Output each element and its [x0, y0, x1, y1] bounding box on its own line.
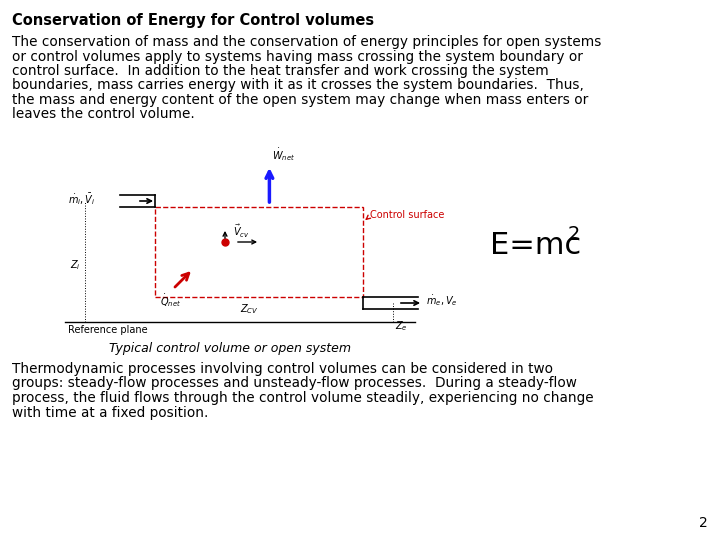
Text: $\dot{W}_{net}$: $\dot{W}_{net}$	[272, 146, 295, 163]
Text: boundaries, mass carries energy with it as it crosses the system boundaries.  Th: boundaries, mass carries energy with it …	[12, 78, 584, 92]
Text: $\dot{m}_e, V_e$: $\dot{m}_e, V_e$	[426, 294, 458, 308]
Text: groups: steady-flow processes and unsteady-flow processes.  During a steady-flow: groups: steady-flow processes and unstea…	[12, 376, 577, 390]
Text: $Z_e$: $Z_e$	[395, 319, 408, 333]
Text: Typical control volume or open system: Typical control volume or open system	[109, 342, 351, 355]
Text: leaves the control volume.: leaves the control volume.	[12, 107, 194, 122]
Text: Control surface: Control surface	[370, 210, 444, 220]
Text: $\dot{Q}_{net}$: $\dot{Q}_{net}$	[160, 292, 181, 309]
Text: control surface.  In addition to the heat transfer and work crossing the system: control surface. In addition to the heat…	[12, 64, 549, 78]
Text: or control volumes apply to systems having mass crossing the system boundary or: or control volumes apply to systems havi…	[12, 50, 583, 64]
Text: $Z_{CV}$: $Z_{CV}$	[240, 302, 258, 316]
Text: process, the fluid flows through the control volume steadily, experiencing no ch: process, the fluid flows through the con…	[12, 391, 593, 405]
Text: 2: 2	[568, 226, 580, 245]
Text: $Z_i$: $Z_i$	[70, 258, 81, 272]
Text: E=mc: E=mc	[490, 231, 581, 260]
Text: with time at a fixed position.: with time at a fixed position.	[12, 406, 208, 420]
Text: Thermodynamic processes involving control volumes can be considered in two: Thermodynamic processes involving contro…	[12, 362, 553, 376]
Bar	[155, 207, 363, 297]
Text: $\dot{m}_i, \bar{V}_i$: $\dot{m}_i, \bar{V}_i$	[68, 191, 96, 207]
Text: 2: 2	[699, 516, 708, 530]
Text: $\vec{V}_{cv}$: $\vec{V}_{cv}$	[233, 223, 250, 240]
Text: The conservation of mass and the conservation of energy principles for open syst: The conservation of mass and the conserv…	[12, 35, 601, 49]
Text: Reference plane: Reference plane	[68, 325, 148, 335]
Text: the mass and energy content of the open system may change when mass enters or: the mass and energy content of the open …	[12, 93, 588, 107]
Text: Conservation of Energy for Control volumes: Conservation of Energy for Control volum…	[12, 13, 374, 28]
